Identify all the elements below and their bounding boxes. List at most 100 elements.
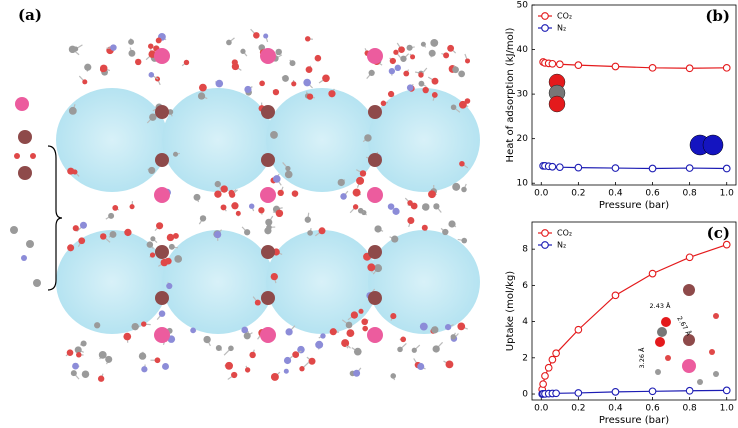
atom [112, 205, 119, 211]
atom [84, 63, 92, 71]
metal-atom [368, 291, 382, 305]
legend-marker [541, 24, 549, 32]
metal-atom [368, 245, 382, 259]
atom [141, 321, 147, 327]
pore [162, 88, 274, 192]
x-tick-label: 0.8 [682, 189, 697, 199]
metal-atom [154, 187, 170, 203]
atom [450, 104, 457, 111]
data-point [539, 380, 547, 388]
legend-label: CO₂ [557, 12, 572, 21]
atom [220, 185, 228, 193]
atom [215, 344, 222, 351]
atom [131, 322, 139, 331]
metal-atom [154, 327, 170, 343]
atom [364, 134, 372, 142]
atom [149, 113, 157, 121]
atom [148, 43, 154, 49]
atom [358, 308, 364, 314]
data-point [611, 62, 620, 71]
atom [150, 236, 156, 242]
atom [431, 326, 439, 334]
atom [285, 328, 293, 336]
atom [166, 233, 175, 242]
atom [249, 351, 256, 359]
atom [320, 333, 326, 339]
motif-atom [26, 240, 34, 248]
metal-atom [155, 245, 169, 259]
atom [387, 203, 395, 210]
atom [199, 215, 207, 222]
atom [108, 212, 115, 219]
atom [305, 66, 313, 73]
atom [214, 231, 222, 239]
atom [156, 222, 164, 230]
atom [94, 322, 101, 329]
atom [299, 366, 305, 372]
atom [464, 98, 471, 104]
atom [214, 180, 221, 188]
inset-atom [682, 359, 696, 373]
atom [307, 230, 313, 236]
inset-atom [548, 95, 566, 113]
atom [244, 85, 252, 94]
atom [235, 210, 241, 216]
y-tick-label: 4 [522, 317, 528, 327]
motif-atom [33, 279, 41, 287]
y-tick-label: 50 [517, 1, 529, 11]
atom [303, 78, 311, 87]
atom [215, 79, 224, 88]
motif-atom [18, 130, 32, 144]
atom [172, 232, 179, 239]
atom [368, 69, 375, 77]
motif-atom [21, 255, 27, 261]
atom [168, 243, 175, 250]
data-point [541, 372, 549, 380]
x-axis-label: Pressure (bar) [599, 200, 669, 211]
data-point [611, 291, 620, 300]
x-tick-label: 0.4 [608, 189, 623, 199]
atom [447, 44, 455, 52]
atom [315, 340, 324, 349]
atom [226, 39, 232, 46]
atom [109, 231, 117, 238]
atom [329, 328, 337, 336]
data-point [611, 388, 620, 396]
y-axis-label: Uptake (mol/kg) [505, 271, 516, 352]
inset-atom [661, 317, 671, 327]
atom [283, 368, 289, 374]
atom [356, 176, 365, 185]
atom [433, 203, 440, 210]
pore [368, 88, 480, 192]
data-point [574, 61, 583, 69]
atom [459, 160, 465, 167]
atom [411, 347, 417, 353]
atom [258, 207, 265, 214]
inset-atom [702, 134, 724, 156]
atom [410, 54, 416, 60]
atom [270, 272, 278, 281]
atom [367, 263, 376, 272]
atom [350, 311, 359, 319]
atom [407, 217, 415, 225]
atom [421, 224, 428, 231]
motif-atom [18, 166, 32, 180]
series-line [542, 61, 727, 69]
pore [266, 230, 378, 334]
atom [183, 59, 190, 66]
atom [128, 39, 135, 45]
atom [461, 237, 468, 244]
metal-atom [261, 291, 275, 305]
atom [67, 244, 75, 252]
atom [258, 44, 266, 51]
atom [167, 109, 174, 115]
atom [253, 32, 260, 39]
plot-frame [531, 4, 737, 186]
atom [458, 70, 466, 78]
x-tick-label: 0.8 [682, 404, 697, 414]
x-tick-label: 0.0 [534, 189, 549, 199]
atom [391, 235, 399, 243]
atom [197, 92, 206, 100]
metal-atom [367, 327, 383, 343]
